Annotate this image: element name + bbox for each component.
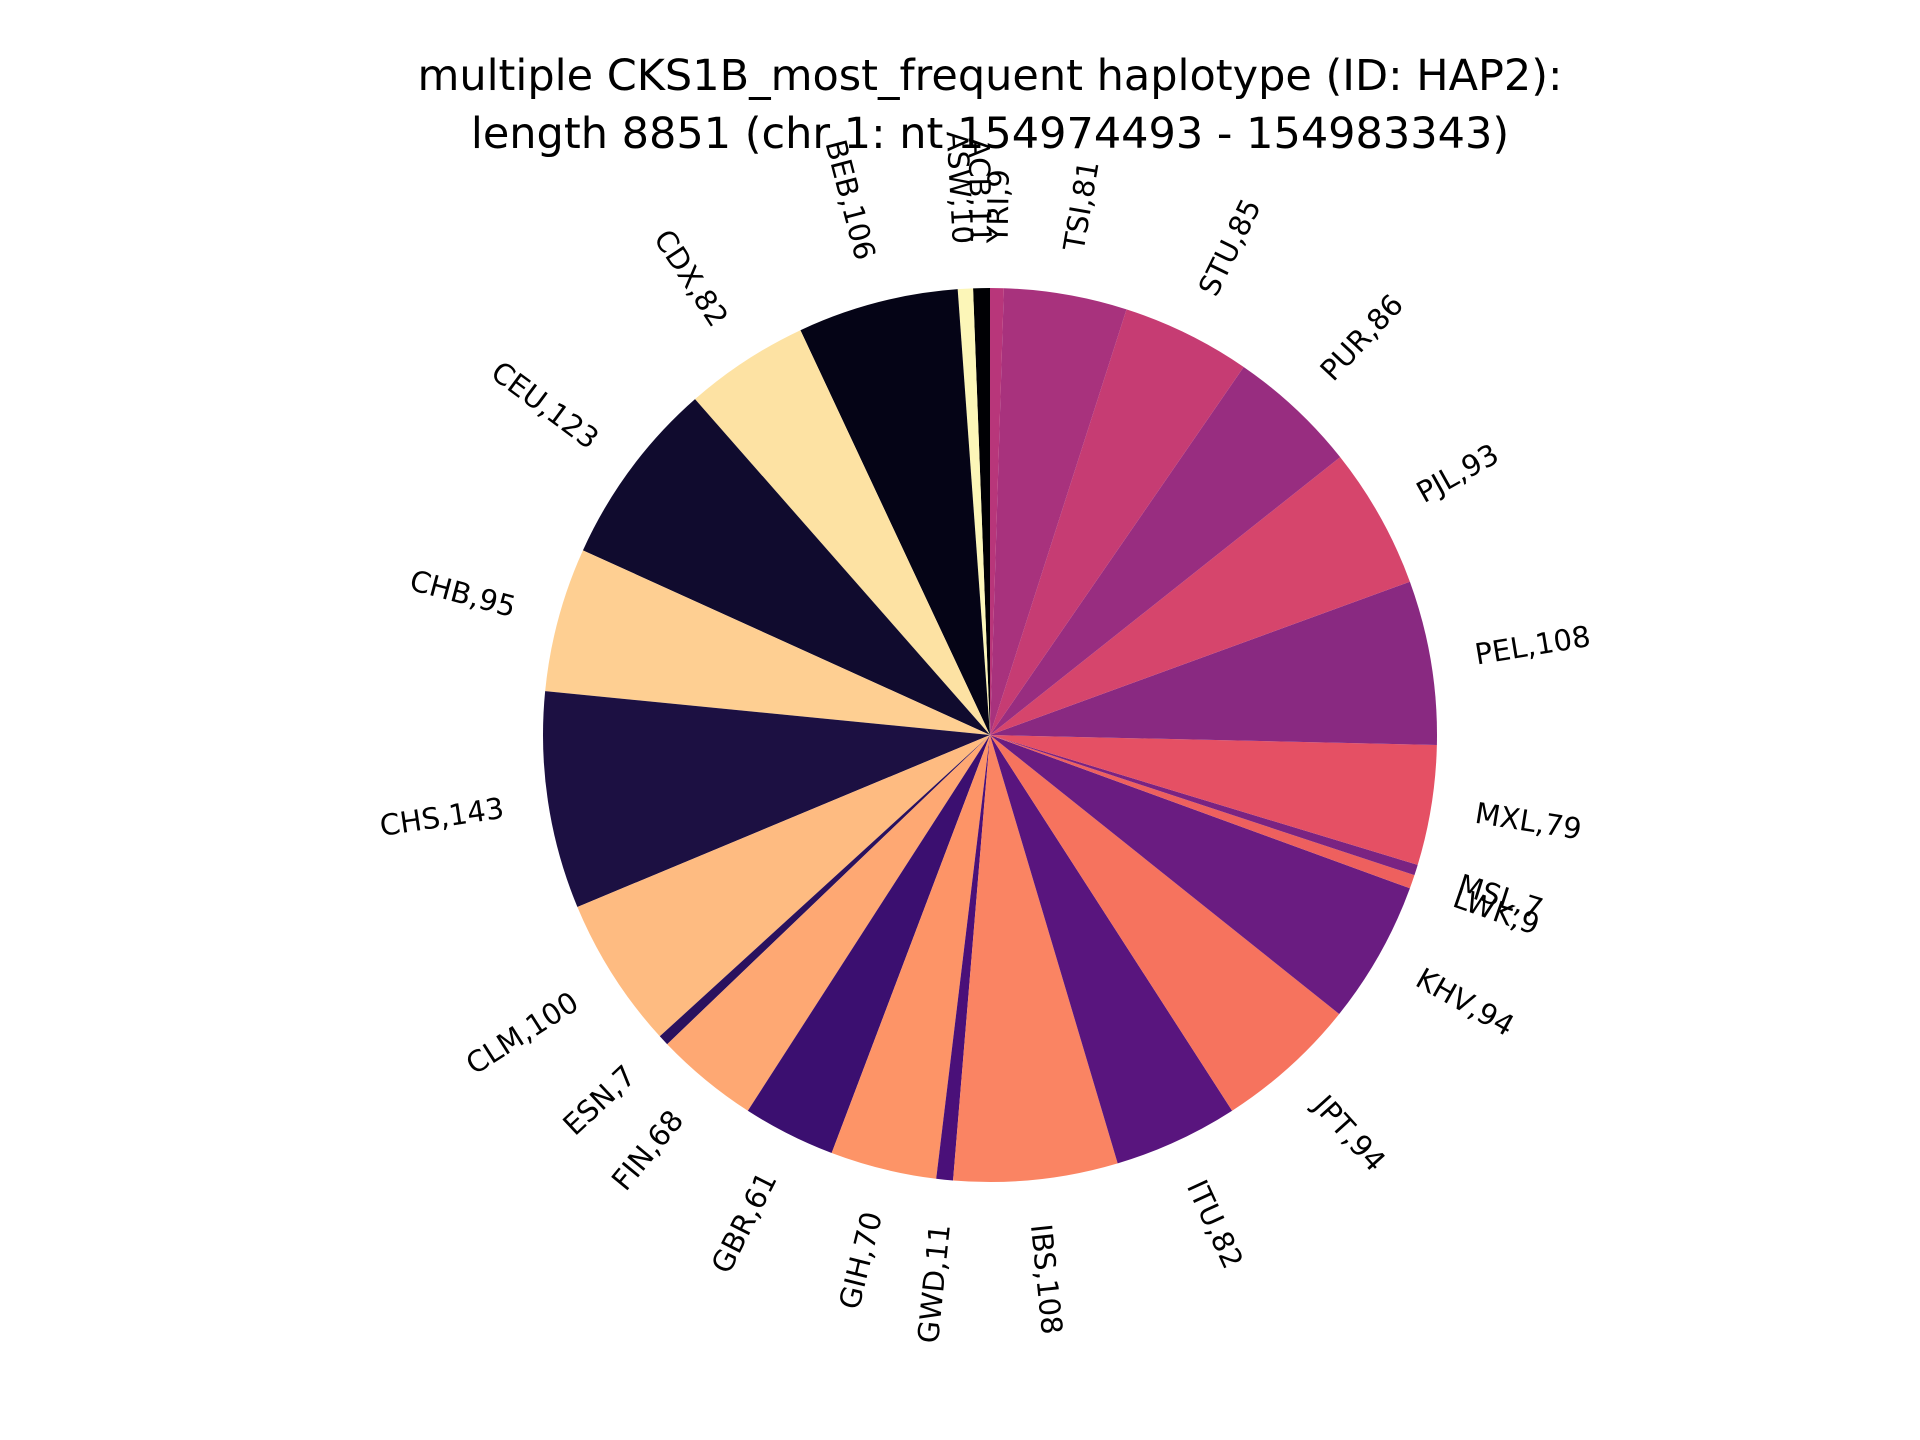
slice-label-tsi: TSI,81 xyxy=(1057,158,1106,254)
slice-label-mxl: MXL,79 xyxy=(1473,796,1584,847)
chart-subtitle: length 8851 (chr 1: nt 154974493 - 15498… xyxy=(471,109,1509,159)
pie-slice-pel xyxy=(990,581,1437,746)
pie-slice-gbr xyxy=(747,735,990,1154)
pie-slice-acb xyxy=(973,288,990,735)
slice-label-pur: PUR,86 xyxy=(1313,288,1410,388)
slice-label-ibs: IBS,108 xyxy=(1024,1222,1069,1336)
pie-slice-chb xyxy=(545,550,990,735)
pie-slice-pjl xyxy=(990,457,1410,735)
pie-slice-khv xyxy=(990,735,1410,1015)
pie-slice-clm xyxy=(577,735,990,1037)
pie-slice-mxl xyxy=(990,735,1437,865)
slice-label-acb: ACB,11 xyxy=(962,137,998,243)
slice-label-chs: CHS,143 xyxy=(378,791,507,843)
slice-label-pjl: PJL,93 xyxy=(1411,437,1505,510)
pie-slice-jpt xyxy=(990,735,1340,1111)
slice-label-ceu: CEU,123 xyxy=(485,354,605,455)
slice-label-gwd: GWD,11 xyxy=(911,1222,957,1344)
pie-slice-msl xyxy=(990,735,1418,876)
pie-slice-lwk xyxy=(990,735,1415,889)
slice-label-yri: YRI,9 xyxy=(981,169,1016,245)
slice-label-stu: STU,85 xyxy=(1192,193,1268,301)
pie-slice-ibs xyxy=(953,735,1118,1182)
slice-label-itu: ITU,82 xyxy=(1180,1175,1250,1274)
pie-slice-asw xyxy=(957,288,990,735)
pie-slice-yri xyxy=(990,288,1004,735)
slice-label-fin: FIN,68 xyxy=(605,1103,690,1196)
slice-label-jpt: JPT,94 xyxy=(1306,1087,1393,1178)
slice-label-pel: PEL,108 xyxy=(1472,619,1593,672)
pie-slice-itu xyxy=(990,735,1233,1164)
pie-slice-esn xyxy=(659,735,990,1045)
pie-slice-pur xyxy=(990,366,1341,735)
pie-slice-ceu xyxy=(582,399,990,735)
pie-slice-chs xyxy=(543,691,990,907)
slice-label-cdx: CDX,82 xyxy=(647,223,735,332)
slice-label-chb: CHB,95 xyxy=(406,563,519,624)
slice-label-asw: ASW,10 xyxy=(940,130,980,245)
slice-label-khv: KHV,94 xyxy=(1410,961,1520,1043)
pie-slice-cdx xyxy=(695,330,990,735)
slice-label-gih: GIH,70 xyxy=(832,1208,889,1312)
pie-slice-gwd xyxy=(936,735,990,1181)
pie-slice-fin xyxy=(667,735,990,1111)
slice-label-gbr: GBR,61 xyxy=(704,1166,783,1278)
pie-slice-tsi xyxy=(990,288,1127,735)
pie-slice-gih xyxy=(831,735,990,1179)
slice-label-clm: CLM,100 xyxy=(460,985,585,1081)
pie-slice-beb xyxy=(800,289,990,735)
chart-title: multiple CKS1B_most_frequent haplotype (… xyxy=(417,51,1562,101)
slice-label-esn: ESN,7 xyxy=(556,1058,642,1142)
pie-slice-stu xyxy=(990,309,1244,735)
pie-slices xyxy=(543,288,1437,1182)
